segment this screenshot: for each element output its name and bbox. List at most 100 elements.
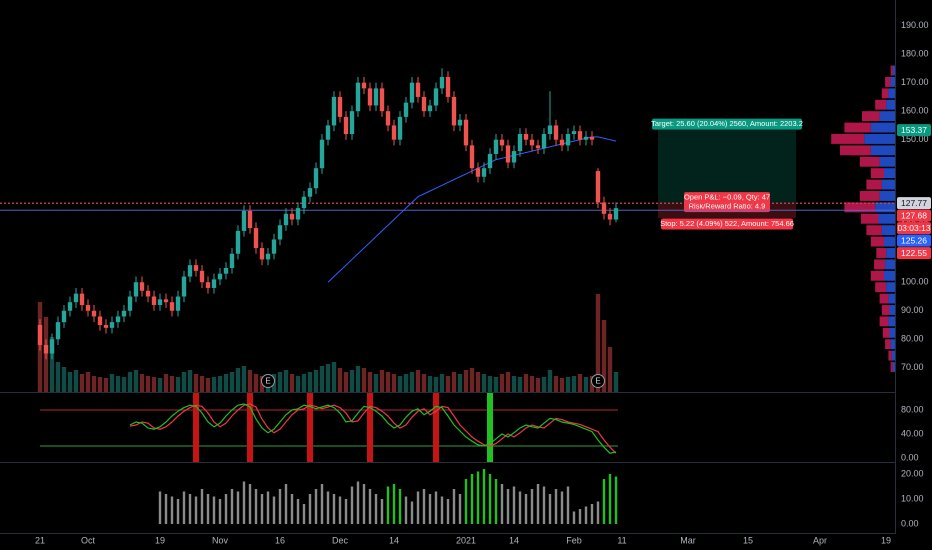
volume-bar bbox=[487, 376, 493, 392]
hist-bar bbox=[344, 499, 348, 524]
hist-bar bbox=[380, 499, 384, 524]
candle-body bbox=[577, 131, 583, 140]
candle-body bbox=[283, 213, 289, 226]
volume-bar bbox=[289, 374, 295, 392]
candle-body bbox=[271, 239, 277, 254]
volume-bar bbox=[547, 370, 553, 392]
x-tick-label: Oct bbox=[81, 535, 96, 545]
profile-up bbox=[886, 99, 895, 110]
volume-bar bbox=[109, 374, 115, 392]
volume-bar bbox=[127, 372, 133, 392]
profile-up bbox=[891, 350, 895, 361]
hist-bar bbox=[200, 489, 204, 524]
volume-bar bbox=[571, 376, 577, 392]
candle-body bbox=[241, 210, 247, 231]
volume-bar bbox=[577, 374, 583, 392]
volume-bar bbox=[325, 364, 331, 392]
profile-down bbox=[875, 99, 887, 110]
x-tick-label: 15 bbox=[743, 535, 753, 545]
y-tick-label: 90.00 bbox=[901, 305, 924, 315]
hist-bar bbox=[506, 489, 510, 524]
volume-bar bbox=[211, 377, 217, 392]
profile-up bbox=[864, 133, 895, 144]
volume-bar bbox=[217, 376, 223, 392]
price-badge bbox=[897, 124, 931, 137]
volume-bar bbox=[337, 368, 343, 392]
candle-body bbox=[127, 296, 133, 311]
candle-body bbox=[505, 145, 511, 163]
candle-body bbox=[553, 125, 559, 140]
candle-body bbox=[115, 316, 121, 323]
hist-bar bbox=[326, 491, 330, 524]
candle-body bbox=[121, 310, 127, 317]
volume-bar bbox=[493, 377, 499, 392]
volume-bar bbox=[553, 376, 559, 392]
candle-body bbox=[169, 302, 175, 311]
profile-down bbox=[866, 179, 882, 190]
price-badge-label: 127.68 bbox=[901, 210, 927, 220]
volume-bar bbox=[163, 374, 169, 392]
candle-body bbox=[541, 133, 547, 149]
y-tick-label: 160.00 bbox=[901, 106, 929, 116]
hist-bar bbox=[194, 496, 198, 524]
candle-body bbox=[475, 168, 481, 177]
volume-bar bbox=[385, 372, 391, 392]
profile-up bbox=[879, 191, 895, 201]
profile-down bbox=[870, 270, 884, 281]
candle-body bbox=[463, 119, 469, 146]
candle-body bbox=[529, 139, 535, 146]
candle-body bbox=[145, 290, 151, 297]
volume-bar bbox=[175, 377, 181, 392]
profile-up bbox=[879, 156, 895, 167]
hist-bar bbox=[224, 494, 228, 524]
candle-body bbox=[601, 202, 607, 214]
candle-body bbox=[91, 310, 97, 317]
candle-body bbox=[445, 76, 451, 97]
volume-bar bbox=[397, 376, 403, 392]
candle-body bbox=[565, 133, 571, 146]
hist-bar bbox=[554, 489, 558, 524]
volume-bar bbox=[157, 378, 163, 392]
hist-bar bbox=[212, 496, 216, 524]
y-tick-label: 150.00 bbox=[901, 134, 929, 144]
volume-bar bbox=[229, 372, 235, 392]
volume-bar bbox=[313, 370, 319, 392]
profile-up bbox=[889, 327, 895, 338]
volume-bar bbox=[439, 374, 445, 392]
hist-bar bbox=[416, 491, 420, 524]
hist-bar bbox=[386, 486, 390, 524]
profile-up bbox=[884, 236, 895, 247]
candle-body bbox=[415, 82, 421, 97]
candle-body bbox=[97, 316, 103, 326]
x-tick-label: 14 bbox=[509, 535, 519, 545]
earnings-marker bbox=[261, 374, 275, 388]
osc-d-line bbox=[129, 403, 617, 454]
candle-body bbox=[523, 133, 529, 140]
hist-bar bbox=[512, 486, 516, 524]
volume-bar bbox=[505, 372, 511, 392]
profile-up bbox=[888, 316, 895, 327]
volume-bar bbox=[91, 376, 97, 392]
volume-bar bbox=[403, 374, 409, 392]
hist-bar bbox=[296, 499, 300, 524]
hist-bar bbox=[218, 499, 222, 524]
candle-body bbox=[259, 248, 265, 260]
profile-down bbox=[890, 362, 893, 372]
candle-body bbox=[211, 279, 217, 288]
volume-bar bbox=[565, 377, 571, 392]
volume-bar bbox=[205, 378, 211, 392]
hist-bar bbox=[278, 489, 282, 524]
hist-bar bbox=[614, 476, 618, 524]
volume-bar bbox=[511, 376, 517, 392]
y-tick-label: 170.00 bbox=[901, 77, 929, 87]
hist-bar bbox=[470, 474, 474, 524]
hist-bar bbox=[488, 474, 492, 524]
price-badge bbox=[897, 222, 931, 235]
candle-body bbox=[331, 96, 337, 126]
profile-down bbox=[882, 327, 890, 338]
hist-bar bbox=[422, 489, 426, 524]
hist-bar bbox=[362, 484, 366, 524]
hist-bar bbox=[188, 494, 192, 524]
volume-bar bbox=[379, 370, 385, 392]
hist-bar bbox=[548, 494, 552, 524]
